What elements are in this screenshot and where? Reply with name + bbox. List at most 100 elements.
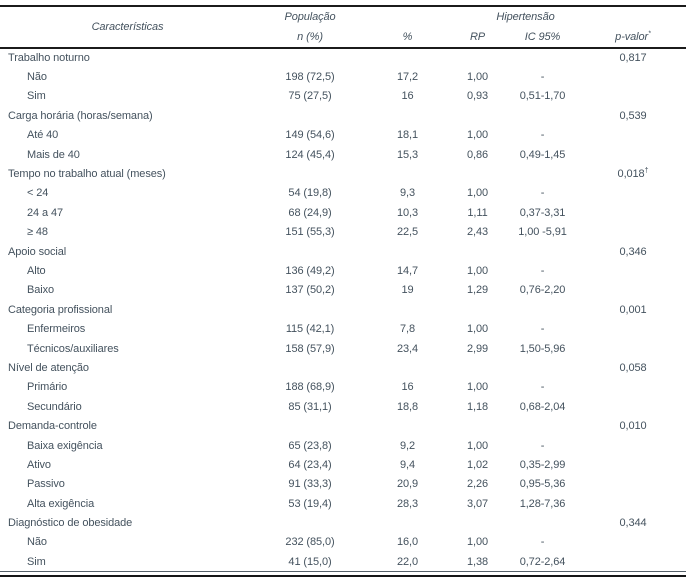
cell-n-pct: 115 (42,1) [285,323,335,336]
cell-ic95 [505,358,580,377]
cell-n-pct: 158 (57,9) [285,342,335,355]
table-row: Diagnóstico de obesidade 0,344 [0,513,686,532]
table-row: Técnicos/auxiliares 158 (57,9) 23,4 2,99 1,5… [0,339,686,358]
cell-pct [365,513,450,532]
cell-p-valor [580,397,686,416]
table-row: Primário 188 (68,9) 16 1,00 - [0,378,686,397]
cell-p-valor [580,533,686,552]
table-header-row-1: Características População Hipertensão [0,6,686,33]
cell-rp: 0,86 [466,148,488,161]
cell-ic95: - [540,381,545,394]
row-category-label: Categoria profissional [8,303,113,316]
column-header-rp: RP [469,31,486,43]
column-header-p-valor: p-valor* [580,27,686,48]
cell-pct: 20,9 [396,478,418,491]
cell-p-valor [580,436,686,455]
cell-n-pct: 65 (23,8) [288,439,332,452]
column-header-n-pct: n (%) [297,31,323,43]
table-row: Baixo 137 (50,2) 19 1,29 0,76-2,20 [0,281,686,300]
cell-p-valor [580,203,686,222]
cell-ic95 [505,242,580,261]
cell-pct [365,164,450,183]
cell-pct [365,416,450,435]
cell-n-pct: 41 (15,0) [288,555,332,568]
cell-pct: 22,0 [396,555,418,568]
row-item-label: Baixa exigência [27,439,103,452]
row-category-label: Trabalho noturno [8,52,90,65]
table-row: Não 232 (85,0) 16,0 1,00 - [0,533,686,552]
row-item-label: Secundário [27,400,82,413]
column-header-hipertensao: Hipertensão [496,11,555,23]
cell-pct: 22,5 [396,226,418,239]
cell-ic95: - [540,536,545,549]
row-item-label: Ativo [27,458,51,471]
cell-ic95: 1,50-5,96 [519,342,566,355]
cell-p-valor [580,87,686,106]
cell-ic95: 0,37-3,31 [519,206,566,219]
cell-p-valor [580,319,686,338]
table-row: Baixa exigência 65 (23,8) 9,2 1,00 - [0,436,686,455]
table-row: Nível de atenção 0,058 [0,358,686,377]
cell-pct: 9,2 [400,439,415,452]
cell-n-pct: 188 (68,9) [285,381,335,394]
statistics-table-container: Características População Hipertensão n … [0,5,686,578]
row-item-label: 24 a 47 [27,206,64,219]
cell-rp: 1,11 [467,206,488,219]
cell-rp: 1,02 [466,458,488,471]
table-row: Tempo no trabalho atual (meses) 0,018† [0,164,686,183]
cell-pct: 16 [401,90,414,103]
cell-ic95: 0,76-2,20 [519,284,566,297]
cell-pct: 18,1 [396,129,418,142]
cell-p-valor: 0,817 [619,52,647,65]
column-header-pct: % [402,31,413,43]
row-item-label: ≥ 48 [27,226,48,239]
cell-rp: 1,29 [466,284,488,297]
cell-rp [450,358,505,377]
cell-p-valor [580,184,686,203]
cell-pct [365,242,450,261]
cell-n-pct: 232 (85,0) [285,536,335,549]
cell-n-pct [255,300,365,319]
cell-n-pct [255,48,365,67]
cell-n-pct: 75 (27,5) [288,90,332,103]
cell-pct [365,106,450,125]
row-item-label: Primário [27,381,68,394]
table-body: Trabalho noturno 0,817 Não 198 (72,5) 17,2 1,… [0,48,686,572]
column-header-ic95: IC 95% [524,31,561,43]
row-item-label: Baixo [27,284,55,297]
row-item-label: Alta exigência [27,497,95,510]
cell-n-pct: 151 (55,3) [285,226,335,239]
p-valor-label: p-valor [615,31,649,43]
p-valor-footnote-marker: * [648,30,651,38]
table-row: Apoio social 0,346 [0,242,686,261]
cell-ic95: - [540,71,545,84]
table-row: Ativo 64 (23,4) 9,4 1,02 0,35-2,99 [0,455,686,474]
cell-rp: 1,00 [466,71,488,84]
table-row: Alta exigência 53 (19,4) 28,3 3,07 1,28-7,36 [0,494,686,513]
row-category-label: Nível de atenção [8,361,89,374]
row-category-label: Diagnóstico de obesidade [8,517,133,530]
cell-ic95: 0,49-1,45 [519,148,566,161]
cell-p-valor [580,475,686,494]
row-item-label: Não [27,71,47,84]
cell-ic95 [505,416,580,435]
column-header-caracteristicas: Características [91,21,164,33]
cell-rp [450,164,505,183]
row-item-label: Técnicos/auxiliares [27,342,119,355]
cell-p-valor [580,261,686,280]
cell-p-valor [580,126,686,145]
cell-rp: 2,43 [466,226,488,239]
cell-n-pct: 85 (31,1) [288,400,332,413]
cell-rp: 1,18 [466,400,488,413]
cell-p-valor: 0,010 [619,420,647,433]
column-header-populacao: População [284,11,336,23]
cell-ic95: 0,68-2,04 [519,400,566,413]
cell-pct: 18,8 [396,400,418,413]
cell-rp [450,300,505,319]
cell-rp [450,242,505,261]
cell-rp: 1,00 [466,381,488,394]
cell-p-valor [580,378,686,397]
cell-ic95 [505,300,580,319]
cell-rp: 2,99 [466,342,488,355]
table-bottom-rule [0,575,686,578]
